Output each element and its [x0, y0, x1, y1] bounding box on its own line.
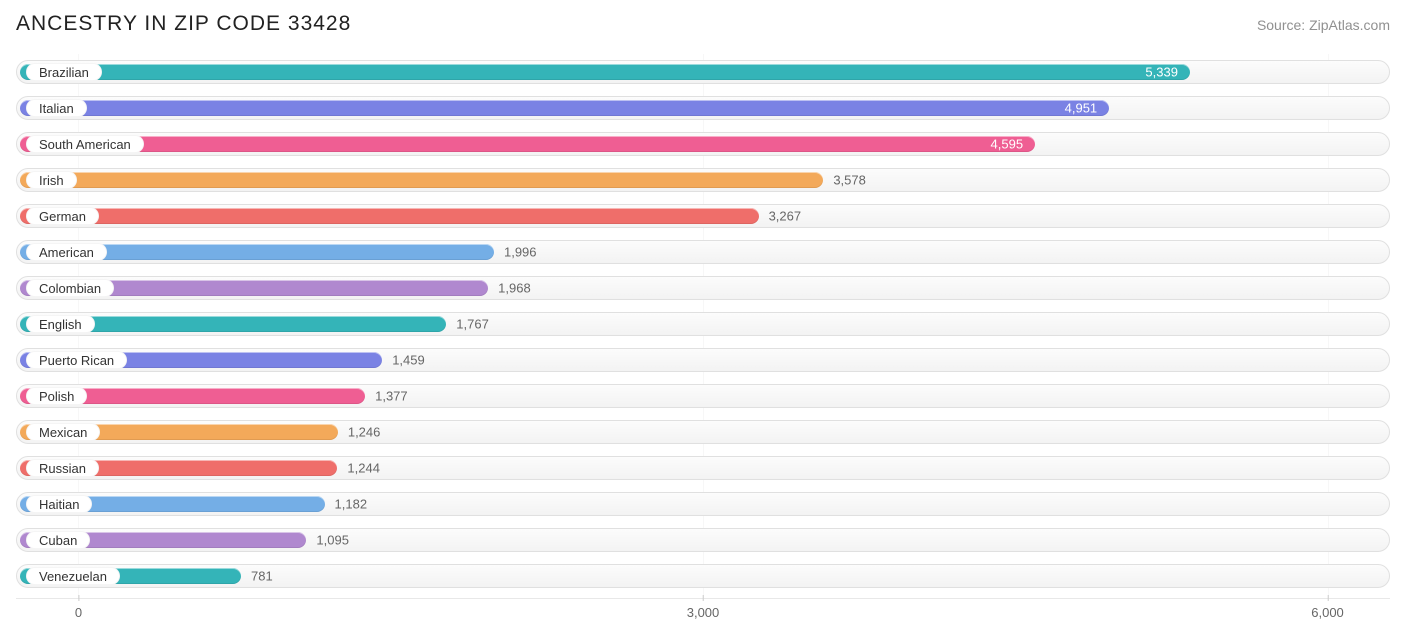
- bar-value: 3,267: [769, 209, 802, 224]
- bar-row: English 1,767: [16, 306, 1390, 342]
- bar-value: 1,968: [498, 281, 531, 296]
- chart-title: ANCESTRY IN ZIP CODE 33428: [16, 12, 351, 36]
- bar-value: 4,595: [991, 137, 1024, 152]
- bar-row: Cuban 1,095: [16, 522, 1390, 558]
- bar-row: Irish 3,578: [16, 162, 1390, 198]
- bar-row: Haitian 1,182: [16, 486, 1390, 522]
- bar-row: American 1,996: [16, 234, 1390, 270]
- bar-value: 4,951: [1065, 101, 1098, 116]
- bar-value: 1,377: [375, 389, 408, 404]
- category-pill: Puerto Rican: [26, 351, 127, 369]
- bar: [20, 208, 759, 224]
- bar-value: 781: [251, 569, 273, 584]
- category-pill: Italian: [26, 99, 87, 117]
- bar-value: 1,767: [456, 317, 489, 332]
- bar-value: 1,095: [316, 533, 349, 548]
- category-pill: American: [26, 243, 107, 261]
- bar-row: Puerto Rican 1,459: [16, 342, 1390, 378]
- category-pill: Colombian: [26, 279, 114, 297]
- category-pill: Venezuelan: [26, 567, 120, 585]
- category-pill: German: [26, 207, 99, 225]
- bar-row: Russian 1,244: [16, 450, 1390, 486]
- category-pill: Russian: [26, 459, 99, 477]
- ancestry-bar-chart: Brazilian 5,339 Italian 4,951 South American…: [16, 54, 1390, 628]
- bar-row: South American 4,595: [16, 126, 1390, 162]
- bar-value: 1,459: [392, 353, 425, 368]
- category-pill: English: [26, 315, 95, 333]
- header: ANCESTRY IN ZIP CODE 33428 Source: ZipAt…: [16, 12, 1390, 36]
- bar-value: 5,339: [1145, 65, 1178, 80]
- x-axis: 0 3,000 6,000: [16, 598, 1390, 628]
- category-pill: South American: [26, 135, 144, 153]
- bar-row: Colombian 1,968: [16, 270, 1390, 306]
- x-tick: 0: [75, 599, 82, 620]
- bar-value: 1,246: [348, 425, 381, 440]
- bar-value: 1,244: [347, 461, 380, 476]
- bar-row: Polish 1,377: [16, 378, 1390, 414]
- bar-value: 1,182: [335, 497, 368, 512]
- category-pill: Irish: [26, 171, 77, 189]
- bar: [20, 100, 1109, 116]
- x-tick: 3,000: [687, 599, 720, 620]
- x-tick: 6,000: [1311, 599, 1344, 620]
- bar-row: Italian 4,951: [16, 90, 1390, 126]
- source-label: Source: ZipAtlas.com: [1257, 17, 1390, 33]
- bar-value: 3,578: [833, 173, 866, 188]
- category-pill: Brazilian: [26, 63, 102, 81]
- bar: [20, 136, 1035, 152]
- category-pill: Cuban: [26, 531, 90, 549]
- category-pill: Polish: [26, 387, 87, 405]
- bar-row: Brazilian 5,339: [16, 54, 1390, 90]
- category-pill: Mexican: [26, 423, 100, 441]
- bar-value: 1,996: [504, 245, 537, 260]
- bar: [20, 64, 1190, 80]
- category-pill: Haitian: [26, 495, 92, 513]
- bar-row: German 3,267: [16, 198, 1390, 234]
- bar-row: Venezuelan 781: [16, 558, 1390, 594]
- bar-row: Mexican 1,246: [16, 414, 1390, 450]
- bar: [20, 172, 823, 188]
